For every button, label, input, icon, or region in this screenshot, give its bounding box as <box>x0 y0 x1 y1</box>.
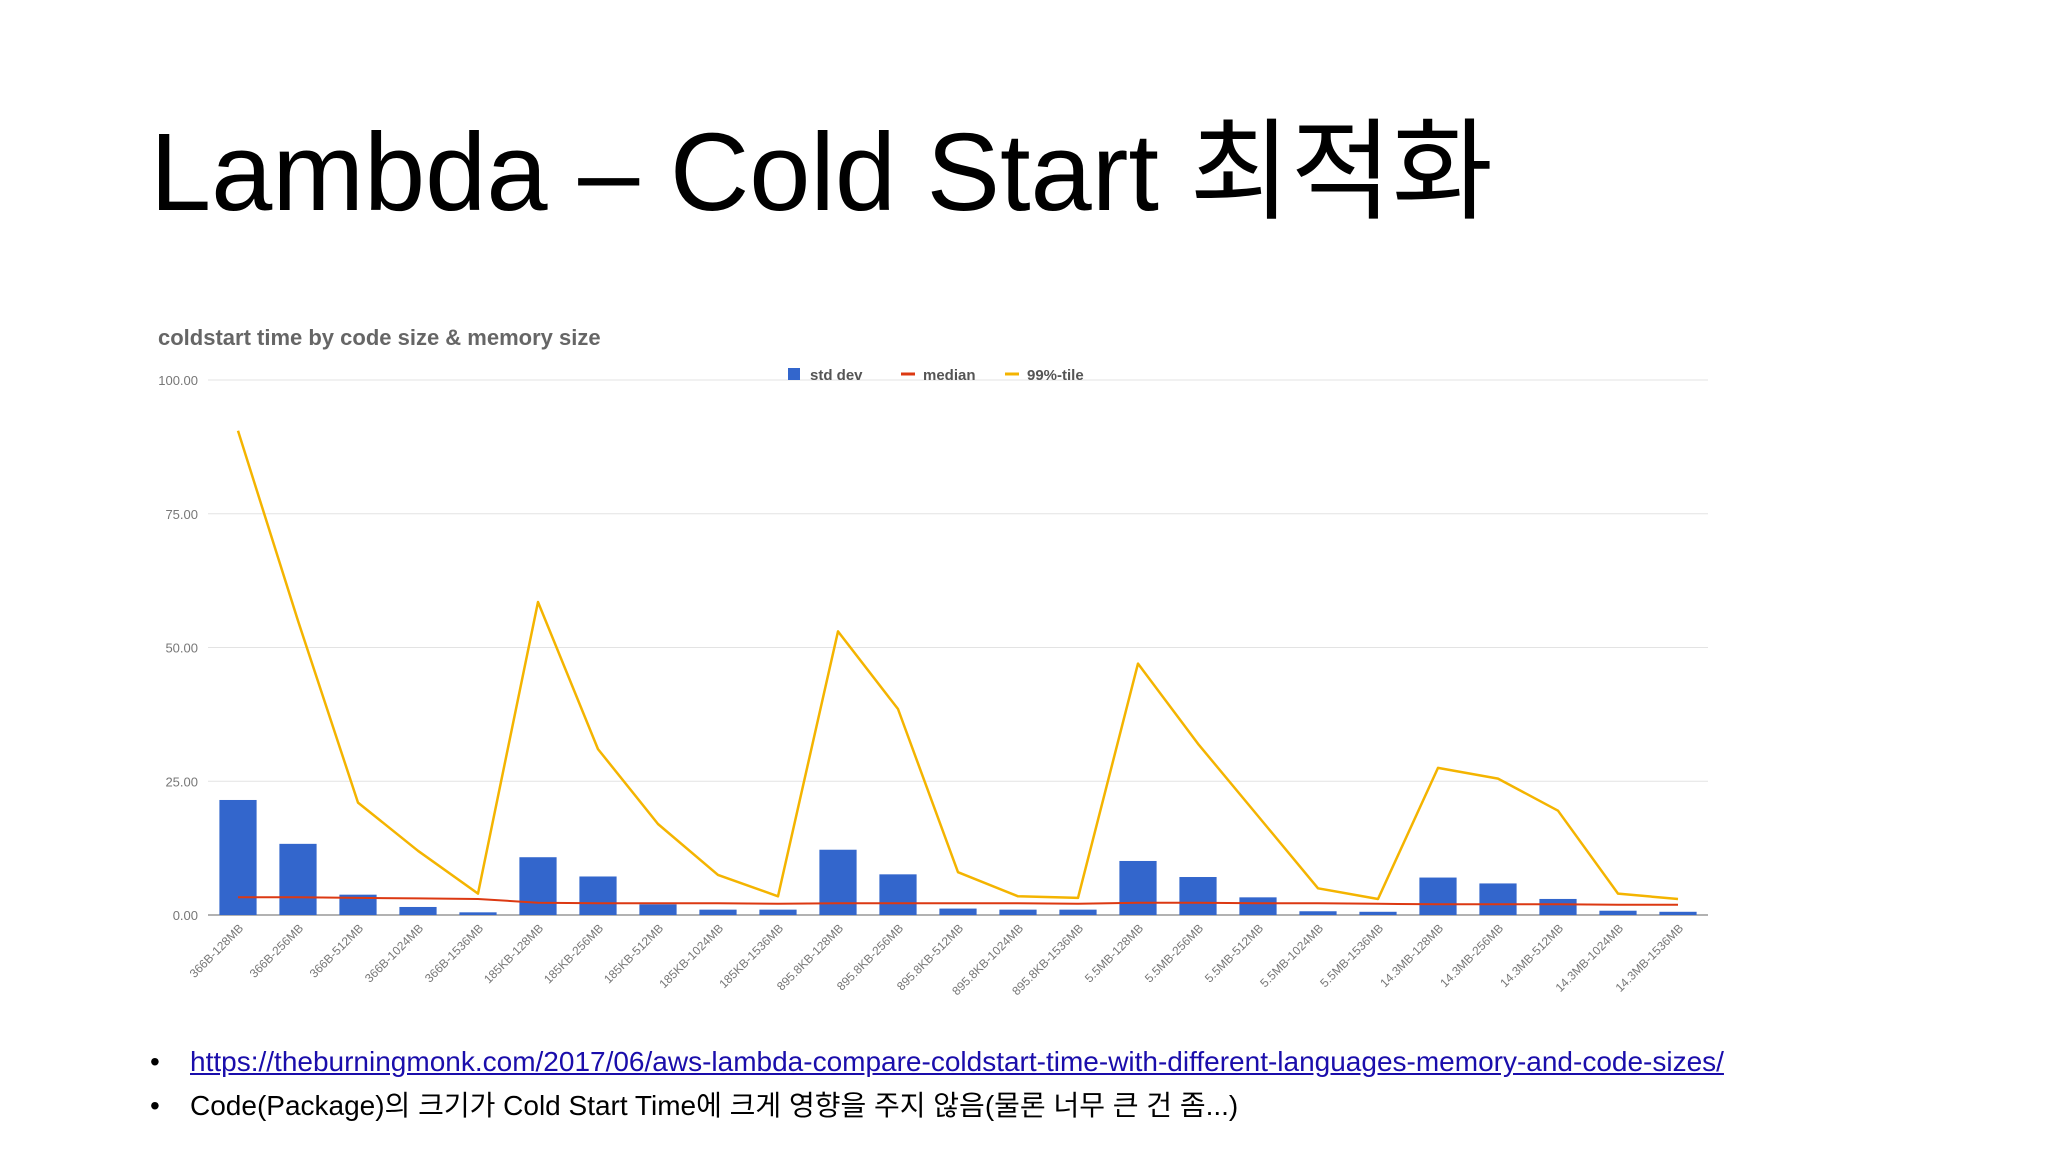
y-tick-label: 75.00 <box>165 507 198 522</box>
chart-svg: 366B-128MB 366B-256MB 366B-512MB366B-1024M… <box>158 325 1708 998</box>
bar-std-dev <box>519 857 557 915</box>
bullet-dot: • <box>150 1046 160 1077</box>
slide-title: Lambda – Cold Start 최적화 <box>150 111 1494 234</box>
legend-label: median <box>923 367 976 384</box>
x-tick-label: 366B-1536MB <box>422 921 486 985</box>
bar-std-dev <box>579 876 617 915</box>
chart-title: coldstart time by code size & memory siz… <box>158 325 601 350</box>
bar-std-dev <box>759 909 797 915</box>
p99-line <box>236 430 1679 901</box>
y-tick-label: 100.00 <box>158 373 198 388</box>
bar-std-dev <box>399 906 437 915</box>
x-tick-label: 366B-128MB <box>187 921 246 980</box>
bar-std-dev <box>279 843 317 915</box>
bullet-list: • https://theburningmonk.com/2017/06/aws… <box>150 1040 2000 1128</box>
bar-std-dev <box>819 849 857 915</box>
legend-label: 99%-tile <box>1027 367 1084 384</box>
legend-swatch-std-dev <box>788 368 800 380</box>
bar-std-dev <box>1359 911 1397 915</box>
y-tick-label: 25.00 <box>165 774 198 789</box>
y-tick-label: 0.00 <box>173 908 198 923</box>
x-tick-label: 5.5MB-128MB <box>1082 921 1146 985</box>
bar-std-dev <box>1179 877 1217 915</box>
bullet-item: • Code(Package)의 크기가 Cold Start Time에 크게… <box>150 1084 2000 1128</box>
bar-std-dev <box>639 904 677 915</box>
x-tick-label: 185KB-256MB <box>541 921 606 986</box>
bar-std-dev <box>699 909 737 915</box>
x-tick-label: 5.5MB-512MB <box>1202 921 1266 985</box>
bar-std-dev <box>879 874 917 915</box>
bar-std-dev <box>1539 898 1577 915</box>
bullet-item: • https://theburningmonk.com/2017/06/aws… <box>150 1040 2000 1084</box>
bar-std-dev <box>219 799 257 915</box>
bar-std-dev <box>459 912 497 915</box>
x-tick-label: 185KB-128MB <box>481 921 546 986</box>
x-tick-label: 366B-512MB <box>307 921 366 980</box>
bar-std-dev <box>1239 897 1277 915</box>
bar-std-dev <box>999 909 1037 915</box>
x-tick-label: 14.3MB-128MB <box>1377 921 1446 990</box>
x-tick-label: 14.3MB-512MB <box>1497 921 1566 990</box>
bar-std-dev <box>339 894 377 915</box>
x-tick-label: 5.5MB-256MB <box>1142 921 1206 985</box>
x-tick-label: 5.5MB-1536MB <box>1317 921 1386 990</box>
x-tick-label: 366B-256MB <box>247 921 306 980</box>
bar-std-dev <box>939 908 977 915</box>
bar-std-dev <box>1659 911 1697 915</box>
reference-link[interactable]: https://theburningmonk.com/2017/06/aws-l… <box>190 1046 1724 1077</box>
bar-std-dev <box>1419 877 1457 915</box>
bar-std-dev <box>1059 909 1097 915</box>
median-line <box>238 896 1678 906</box>
bar-std-dev <box>1299 911 1337 915</box>
x-tick-label: 185KB-512MB <box>601 921 666 986</box>
legend-label: std dev <box>810 367 863 384</box>
chart: 366B-128MB 366B-256MB 366B-512MB 366B-1024M… <box>148 300 1748 1040</box>
bar-std-dev <box>1119 860 1157 915</box>
y-tick-label: 50.00 <box>165 641 198 656</box>
bar-std-dev <box>1479 883 1517 915</box>
x-tick-label: 366B-1024MB <box>362 921 426 985</box>
x-tick-label: 14.3MB-256MB <box>1437 921 1506 990</box>
bullet-text: Code(Package)의 크기가 Cold Start Time에 크게 영… <box>190 1090 1239 1121</box>
x-tick-label: 5.5MB-1024MB <box>1257 921 1326 990</box>
bullet-dot: • <box>150 1090 160 1121</box>
bar-std-dev <box>1599 910 1637 915</box>
